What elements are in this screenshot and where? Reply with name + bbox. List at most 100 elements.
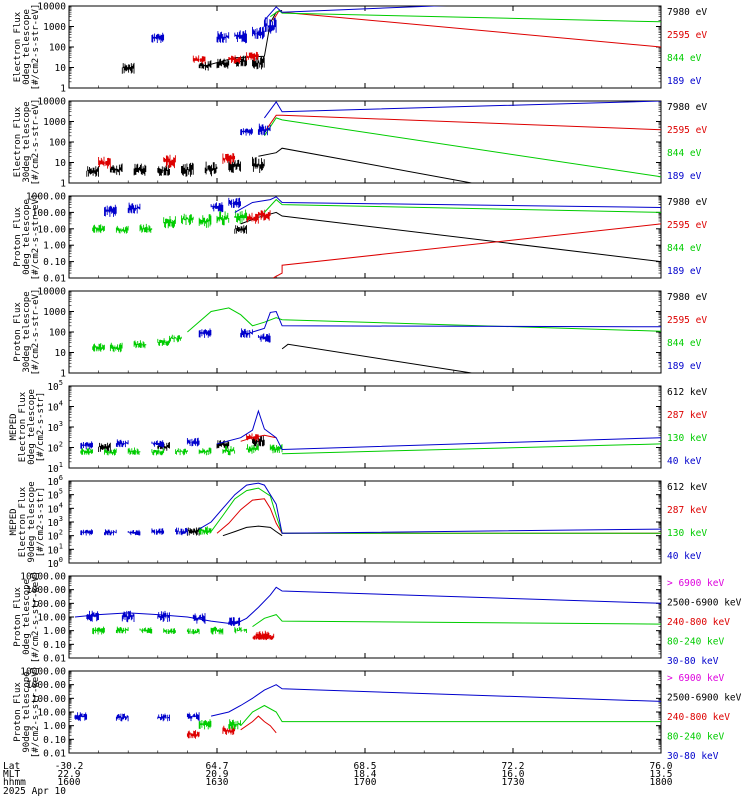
y-axis-label: 90deg telescope <box>27 481 37 562</box>
x-tick-label: 68.5 <box>354 761 377 772</box>
legend-entry: 130 keV <box>667 528 707 539</box>
plot-area <box>74 684 661 739</box>
legend-entry: > 6900 keV <box>667 673 724 684</box>
data-burst <box>234 626 247 634</box>
series-line <box>222 525 283 537</box>
data-burst <box>228 197 241 209</box>
y-axis-label: [#/cm2-s-str-eV] <box>31 289 41 376</box>
data-burst <box>139 223 153 233</box>
data-burst <box>151 448 165 456</box>
data-burst <box>151 440 165 448</box>
data-burst <box>98 442 111 452</box>
series-line <box>240 704 661 727</box>
plot-area <box>92 196 661 278</box>
data-burst <box>80 529 93 536</box>
panel-7: 0.01 0.10 1.00 10.00 100.00 1000.00 10000.00 Pr… <box>13 571 742 667</box>
data-burst <box>198 447 212 456</box>
y-tick-label: 10 <box>55 63 67 74</box>
x-tick-label: 20.9 <box>206 769 229 780</box>
legend-entry: 2595 eV <box>667 125 707 136</box>
data-burst <box>115 439 129 448</box>
y-axis-label: 30deg telescope <box>22 291 32 372</box>
series-line <box>264 6 447 21</box>
data-burst <box>234 30 247 44</box>
data-burst <box>252 156 265 173</box>
series-line <box>240 434 277 442</box>
data-burst <box>121 62 135 74</box>
data-burst <box>157 713 170 722</box>
y-axis-label: Proton Flux <box>13 302 23 362</box>
y-axis-label: [#/cm2-s-str-keV] <box>31 666 41 758</box>
legend-entry: 612 keV <box>667 387 707 398</box>
legend-entry: 189 eV <box>667 361 702 372</box>
series-line <box>281 343 472 373</box>
y-axis-label: [#/cm2-s-str] <box>36 392 46 462</box>
y-axis-label: [#/cm2-s-str-eV] <box>31 4 41 91</box>
legend-entry: 189 eV <box>667 171 702 182</box>
y-tick-label: 102 <box>47 529 63 543</box>
y-tick-label: 104 <box>47 400 63 414</box>
x-row-label: hhmm <box>3 777 26 788</box>
data-burst <box>257 333 271 343</box>
data-burst <box>115 713 129 722</box>
y-tick-label: 10000.00 <box>20 572 66 583</box>
series-line <box>210 487 661 534</box>
panel-4: 1 10 100 1000 10000 Proton Flux 30deg telescop… <box>13 287 707 380</box>
x-tick-label: 64.7 <box>206 761 229 772</box>
x-tick-label: 1600 <box>58 777 81 788</box>
y-tick-label: 105 <box>47 379 63 393</box>
y-axis-label: 90deg telescope <box>22 671 32 752</box>
data-burst <box>86 610 99 622</box>
data-burst <box>246 443 259 454</box>
x-tick-label: 13.5 <box>650 769 673 780</box>
data-burst <box>198 328 212 338</box>
legend-entry: 240-800 keV <box>667 712 730 723</box>
data-burst <box>133 340 147 349</box>
data-burst <box>109 342 123 353</box>
y-tick-label: 10.00 <box>37 708 66 719</box>
data-burst <box>204 161 218 177</box>
data-burst <box>80 441 93 450</box>
y-tick-label: 10000 <box>37 2 66 13</box>
data-burst <box>121 610 135 623</box>
data-burst <box>163 154 176 169</box>
series-line <box>74 586 661 625</box>
y-axis-label: Proton Flux <box>13 682 23 742</box>
y-tick-label: 100.00 <box>32 208 67 219</box>
y-tick-label: 10000 <box>37 287 66 298</box>
data-burst <box>198 719 212 730</box>
series-line <box>198 482 661 534</box>
series-line <box>240 715 277 734</box>
data-burst <box>186 730 200 739</box>
data-burst <box>210 202 224 213</box>
plot-frame <box>68 480 662 564</box>
legend-entry: 240-800 keV <box>667 617 730 628</box>
y-axis-label: [#/cm2-s-str-eV] <box>31 194 41 281</box>
legend-entry: 844 eV <box>667 148 702 159</box>
legend-entry: 30-80 keV <box>667 751 719 762</box>
y-axis-label: 0deg telescope <box>22 579 32 655</box>
series-line <box>264 198 661 213</box>
series-line <box>216 409 661 451</box>
series-line <box>270 9 661 23</box>
legend-entry: 2595 eV <box>667 220 707 231</box>
series-line <box>272 223 661 278</box>
data-burst <box>151 32 165 43</box>
data-burst <box>186 628 200 635</box>
data-burst <box>92 224 105 234</box>
data-burst <box>234 209 247 224</box>
data-burst <box>127 202 141 214</box>
legend-entry: 612 keV <box>667 482 707 493</box>
y-tick-label: 100.00 <box>32 599 67 610</box>
data-burst <box>210 626 224 635</box>
legend-entry: 189 eV <box>667 76 702 87</box>
legend-entry: 30-80 keV <box>667 656 719 667</box>
data-burst <box>175 527 188 536</box>
y-tick-label: 10.00 <box>37 224 66 235</box>
y-axis-label: Electron Flux <box>13 11 23 82</box>
plot-area <box>74 586 661 641</box>
panel-1: 1 10 100 1000 10000 Electron Flux 0deg telesco… <box>13 2 707 95</box>
